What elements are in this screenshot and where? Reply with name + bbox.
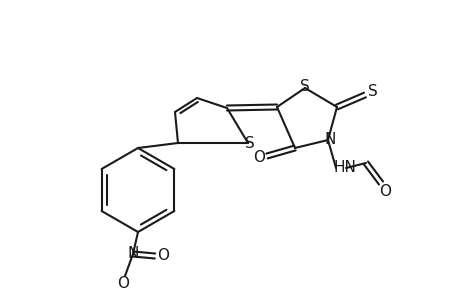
Text: O: O — [117, 277, 129, 292]
Text: O: O — [157, 248, 168, 263]
Text: N: N — [127, 247, 138, 262]
Text: HN: HN — [333, 160, 356, 175]
Text: N: N — [324, 133, 335, 148]
Text: S: S — [245, 136, 254, 151]
Text: S: S — [367, 83, 377, 98]
Text: O: O — [252, 151, 264, 166]
Text: S: S — [299, 79, 309, 94]
Text: O: O — [378, 184, 390, 199]
